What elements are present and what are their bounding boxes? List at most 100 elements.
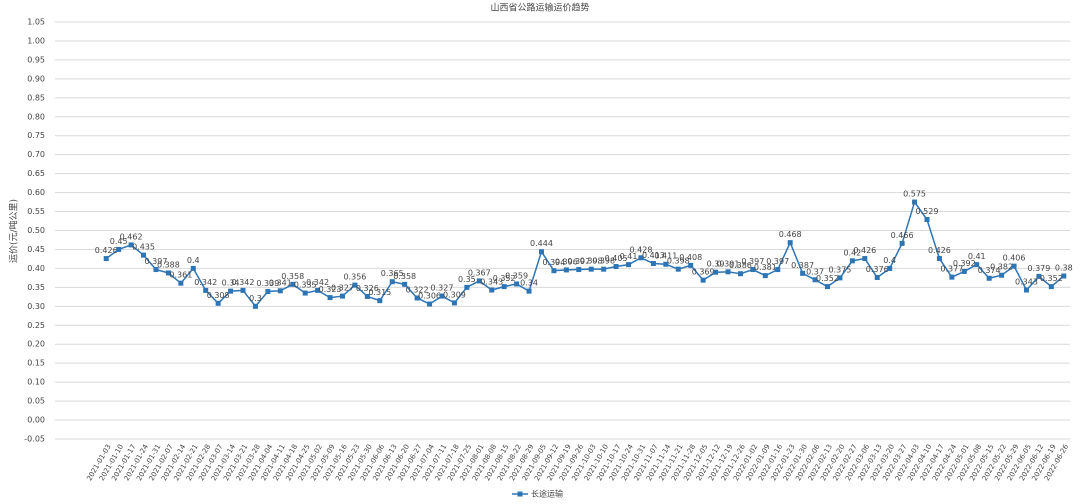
data-point bbox=[936, 256, 942, 262]
data-point bbox=[1061, 273, 1067, 279]
data-point bbox=[961, 268, 967, 274]
data-label: 0.39 bbox=[707, 260, 725, 269]
data-point bbox=[240, 287, 246, 293]
data-label: 0.358 bbox=[393, 272, 416, 281]
y-tick-label: 0.65 bbox=[27, 169, 45, 178]
data-label: 0.41 bbox=[620, 252, 638, 261]
y-tick-label: 0.45 bbox=[27, 245, 45, 254]
y-tick-label: 0.95 bbox=[27, 55, 45, 64]
data-point bbox=[775, 267, 781, 273]
data-label: 0.327 bbox=[431, 284, 454, 293]
data-point bbox=[1036, 273, 1042, 279]
data-point bbox=[116, 246, 122, 252]
data-label: 0.381 bbox=[754, 263, 777, 272]
data-label: 0.379 bbox=[1027, 264, 1050, 273]
data-label: 0.397 bbox=[766, 257, 789, 266]
data-point bbox=[1048, 284, 1054, 290]
data-point bbox=[252, 303, 258, 309]
y-tick-label: 0.10 bbox=[27, 378, 45, 387]
data-label: 0.42 bbox=[843, 248, 861, 257]
y-tick-label: 0.40 bbox=[27, 264, 45, 273]
data-point bbox=[638, 255, 644, 261]
data-label: 0.394 bbox=[542, 258, 565, 267]
data-point bbox=[601, 266, 607, 272]
data-point bbox=[228, 288, 234, 294]
data-label: 0.377 bbox=[940, 265, 963, 274]
data-point bbox=[489, 287, 495, 293]
data-label: 0.435 bbox=[132, 243, 155, 252]
data-point bbox=[874, 275, 880, 281]
data-label: 0.397 bbox=[145, 257, 168, 266]
data-point bbox=[576, 267, 582, 273]
y-tick-label: 0.90 bbox=[27, 74, 45, 83]
data-point bbox=[165, 270, 171, 276]
data-point bbox=[340, 293, 345, 299]
data-point bbox=[1023, 287, 1029, 293]
data-label: 0.397 bbox=[741, 257, 764, 266]
data-point bbox=[825, 284, 830, 290]
data-point bbox=[427, 301, 433, 307]
y-tick-label: 1.05 bbox=[27, 18, 45, 27]
data-point bbox=[302, 290, 308, 296]
data-point bbox=[103, 256, 109, 262]
data-label: 0.342 bbox=[306, 278, 329, 287]
data-point bbox=[563, 267, 569, 273]
data-label: 0.4 bbox=[883, 256, 896, 265]
data-point bbox=[787, 240, 793, 246]
data-label: 0.361 bbox=[169, 271, 192, 280]
data-label: 0.45 bbox=[110, 237, 128, 246]
data-label: 0.398 bbox=[592, 257, 615, 266]
data-point bbox=[650, 260, 656, 266]
data-label: 0.369 bbox=[692, 268, 715, 277]
data-point bbox=[364, 293, 370, 299]
data-label: 0.339 bbox=[256, 279, 279, 288]
data-label: 0.3 bbox=[249, 294, 262, 303]
data-label: 0.41 bbox=[968, 252, 986, 261]
y-tick-label: 0.70 bbox=[27, 150, 45, 159]
data-point bbox=[974, 262, 980, 268]
data-label: 0.34 bbox=[520, 279, 538, 288]
data-point bbox=[402, 281, 408, 287]
data-label: 0.405 bbox=[605, 254, 628, 263]
data-label: 0.408 bbox=[679, 253, 702, 262]
data-label: 0.375 bbox=[828, 265, 851, 274]
data-label: 0.34 bbox=[222, 279, 240, 288]
data-label: 0.315 bbox=[368, 288, 391, 297]
data-point bbox=[725, 269, 731, 275]
data-label: 0.342 bbox=[232, 278, 255, 287]
data-label: 0.382 bbox=[990, 263, 1013, 272]
y-tick-label: 0.30 bbox=[27, 302, 45, 311]
legend-marker bbox=[517, 491, 523, 497]
data-point bbox=[626, 262, 632, 268]
data-label: 0.308 bbox=[207, 291, 230, 300]
data-point bbox=[476, 278, 482, 284]
data-point bbox=[849, 258, 855, 264]
data-label: 0.426 bbox=[928, 246, 951, 255]
data-label: 0.306 bbox=[418, 292, 441, 301]
data-point bbox=[464, 284, 470, 290]
data-point bbox=[439, 293, 445, 299]
data-point bbox=[514, 281, 520, 287]
chart-title: 山西省公路运输运价趋势 bbox=[490, 2, 589, 14]
data-point bbox=[899, 240, 905, 246]
data-label: 0.365 bbox=[381, 269, 404, 278]
y-tick-label: 0.80 bbox=[27, 112, 45, 121]
data-label: 0.406 bbox=[1003, 254, 1026, 263]
data-point bbox=[663, 261, 669, 267]
data-point bbox=[986, 275, 992, 281]
data-point bbox=[128, 242, 134, 248]
data-point bbox=[538, 249, 544, 255]
data-label: 0.411 bbox=[654, 252, 677, 261]
data-point bbox=[949, 274, 955, 280]
data-point bbox=[887, 265, 893, 271]
y-tick-label: -0.05 bbox=[24, 435, 45, 444]
data-point bbox=[675, 266, 681, 272]
data-label: 0.309 bbox=[443, 290, 466, 299]
data-label: 0.327 bbox=[331, 284, 354, 293]
data-label: 0.38 bbox=[1055, 263, 1073, 272]
data-point bbox=[377, 298, 383, 304]
data-point bbox=[588, 266, 594, 272]
data-label: 0.343 bbox=[480, 278, 503, 287]
y-tick-label: 0.75 bbox=[27, 131, 45, 140]
